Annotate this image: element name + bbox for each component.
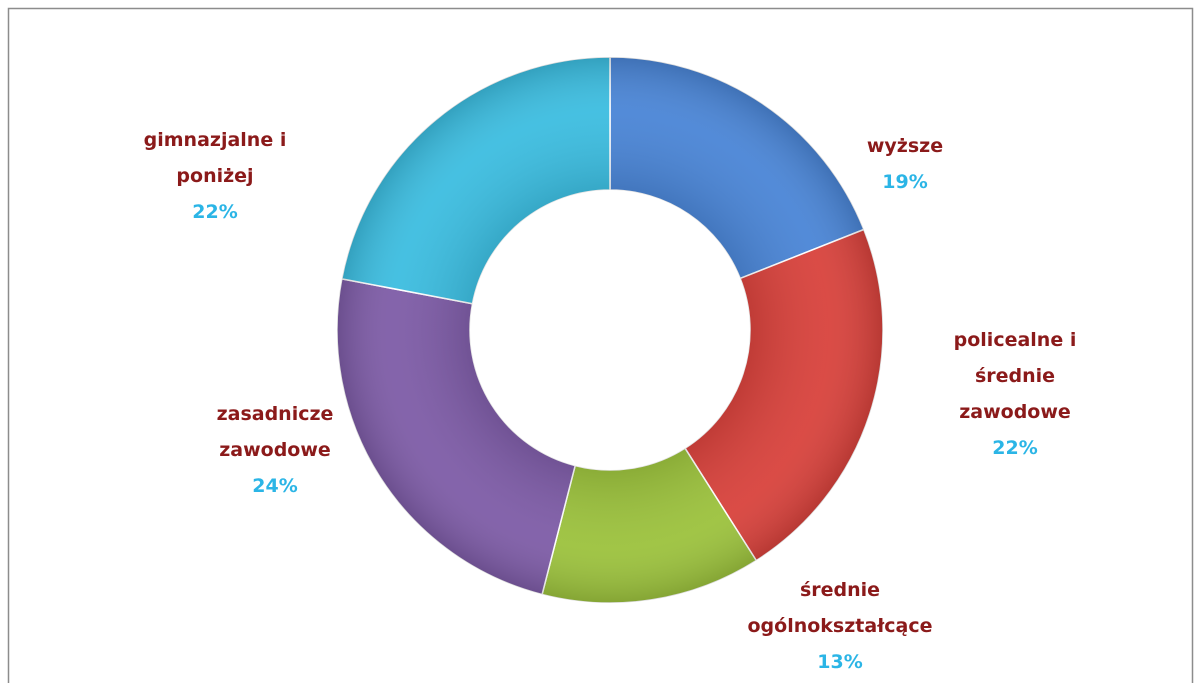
category-label: zasadnicze zawodowe <box>216 403 334 461</box>
donut-segment <box>336 277 577 596</box>
value-label: 24% <box>252 475 298 497</box>
category-label: gimnazjalne i poniżej <box>143 129 287 187</box>
category-label: średnie ogólnokształcące <box>747 579 933 637</box>
category-label: policealne i średnie zawodowe <box>953 329 1077 423</box>
value-label: 22% <box>192 201 238 223</box>
donut-segment <box>340 56 611 305</box>
value-label: 22% <box>992 437 1038 459</box>
value-label: 19% <box>882 171 928 193</box>
category-label: wyższe <box>866 135 944 157</box>
value-label: 13% <box>817 651 863 673</box>
chart-border <box>7 7 1194 683</box>
